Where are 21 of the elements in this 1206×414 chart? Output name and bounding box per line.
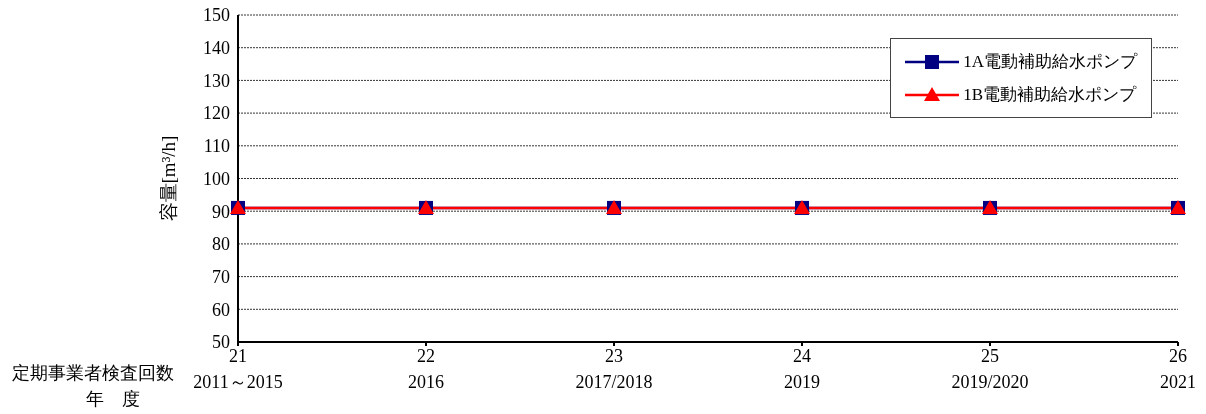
x-tick-label: 23 2017/2018 <box>575 346 653 392</box>
x-tick-label: 25 2019/2020 <box>951 346 1029 392</box>
y-tick-label: 100 <box>203 168 230 189</box>
y-tick-label: 110 <box>203 136 230 157</box>
y-tick-label: 70 <box>212 266 230 287</box>
y-axis-title: 容量[m³/h] <box>157 135 179 222</box>
y-tick-label: 140 <box>203 38 230 59</box>
legend-label: 1B電動補助給水ポンプ <box>963 84 1137 106</box>
x-tick-label: 26 2021 <box>1160 346 1196 392</box>
y-tick-label: 80 <box>212 234 230 255</box>
text: 年 度 <box>86 389 140 409</box>
y-tick-label: 130 <box>203 70 230 91</box>
y-tick-label: 50 <box>212 332 230 353</box>
legend-label: 1A電動補助給水ポンプ <box>963 51 1137 73</box>
y-tick-label: 120 <box>203 103 230 124</box>
y-tick-label: 150 <box>203 5 230 26</box>
x-tick-label: 22 2016 <box>408 346 444 392</box>
x-tick-label: 24 2019 <box>784 346 820 392</box>
y-tick-label: 90 <box>212 201 230 222</box>
text: 定期事業者検査回数 <box>12 362 174 385</box>
y-tick-label: 60 <box>212 299 230 320</box>
